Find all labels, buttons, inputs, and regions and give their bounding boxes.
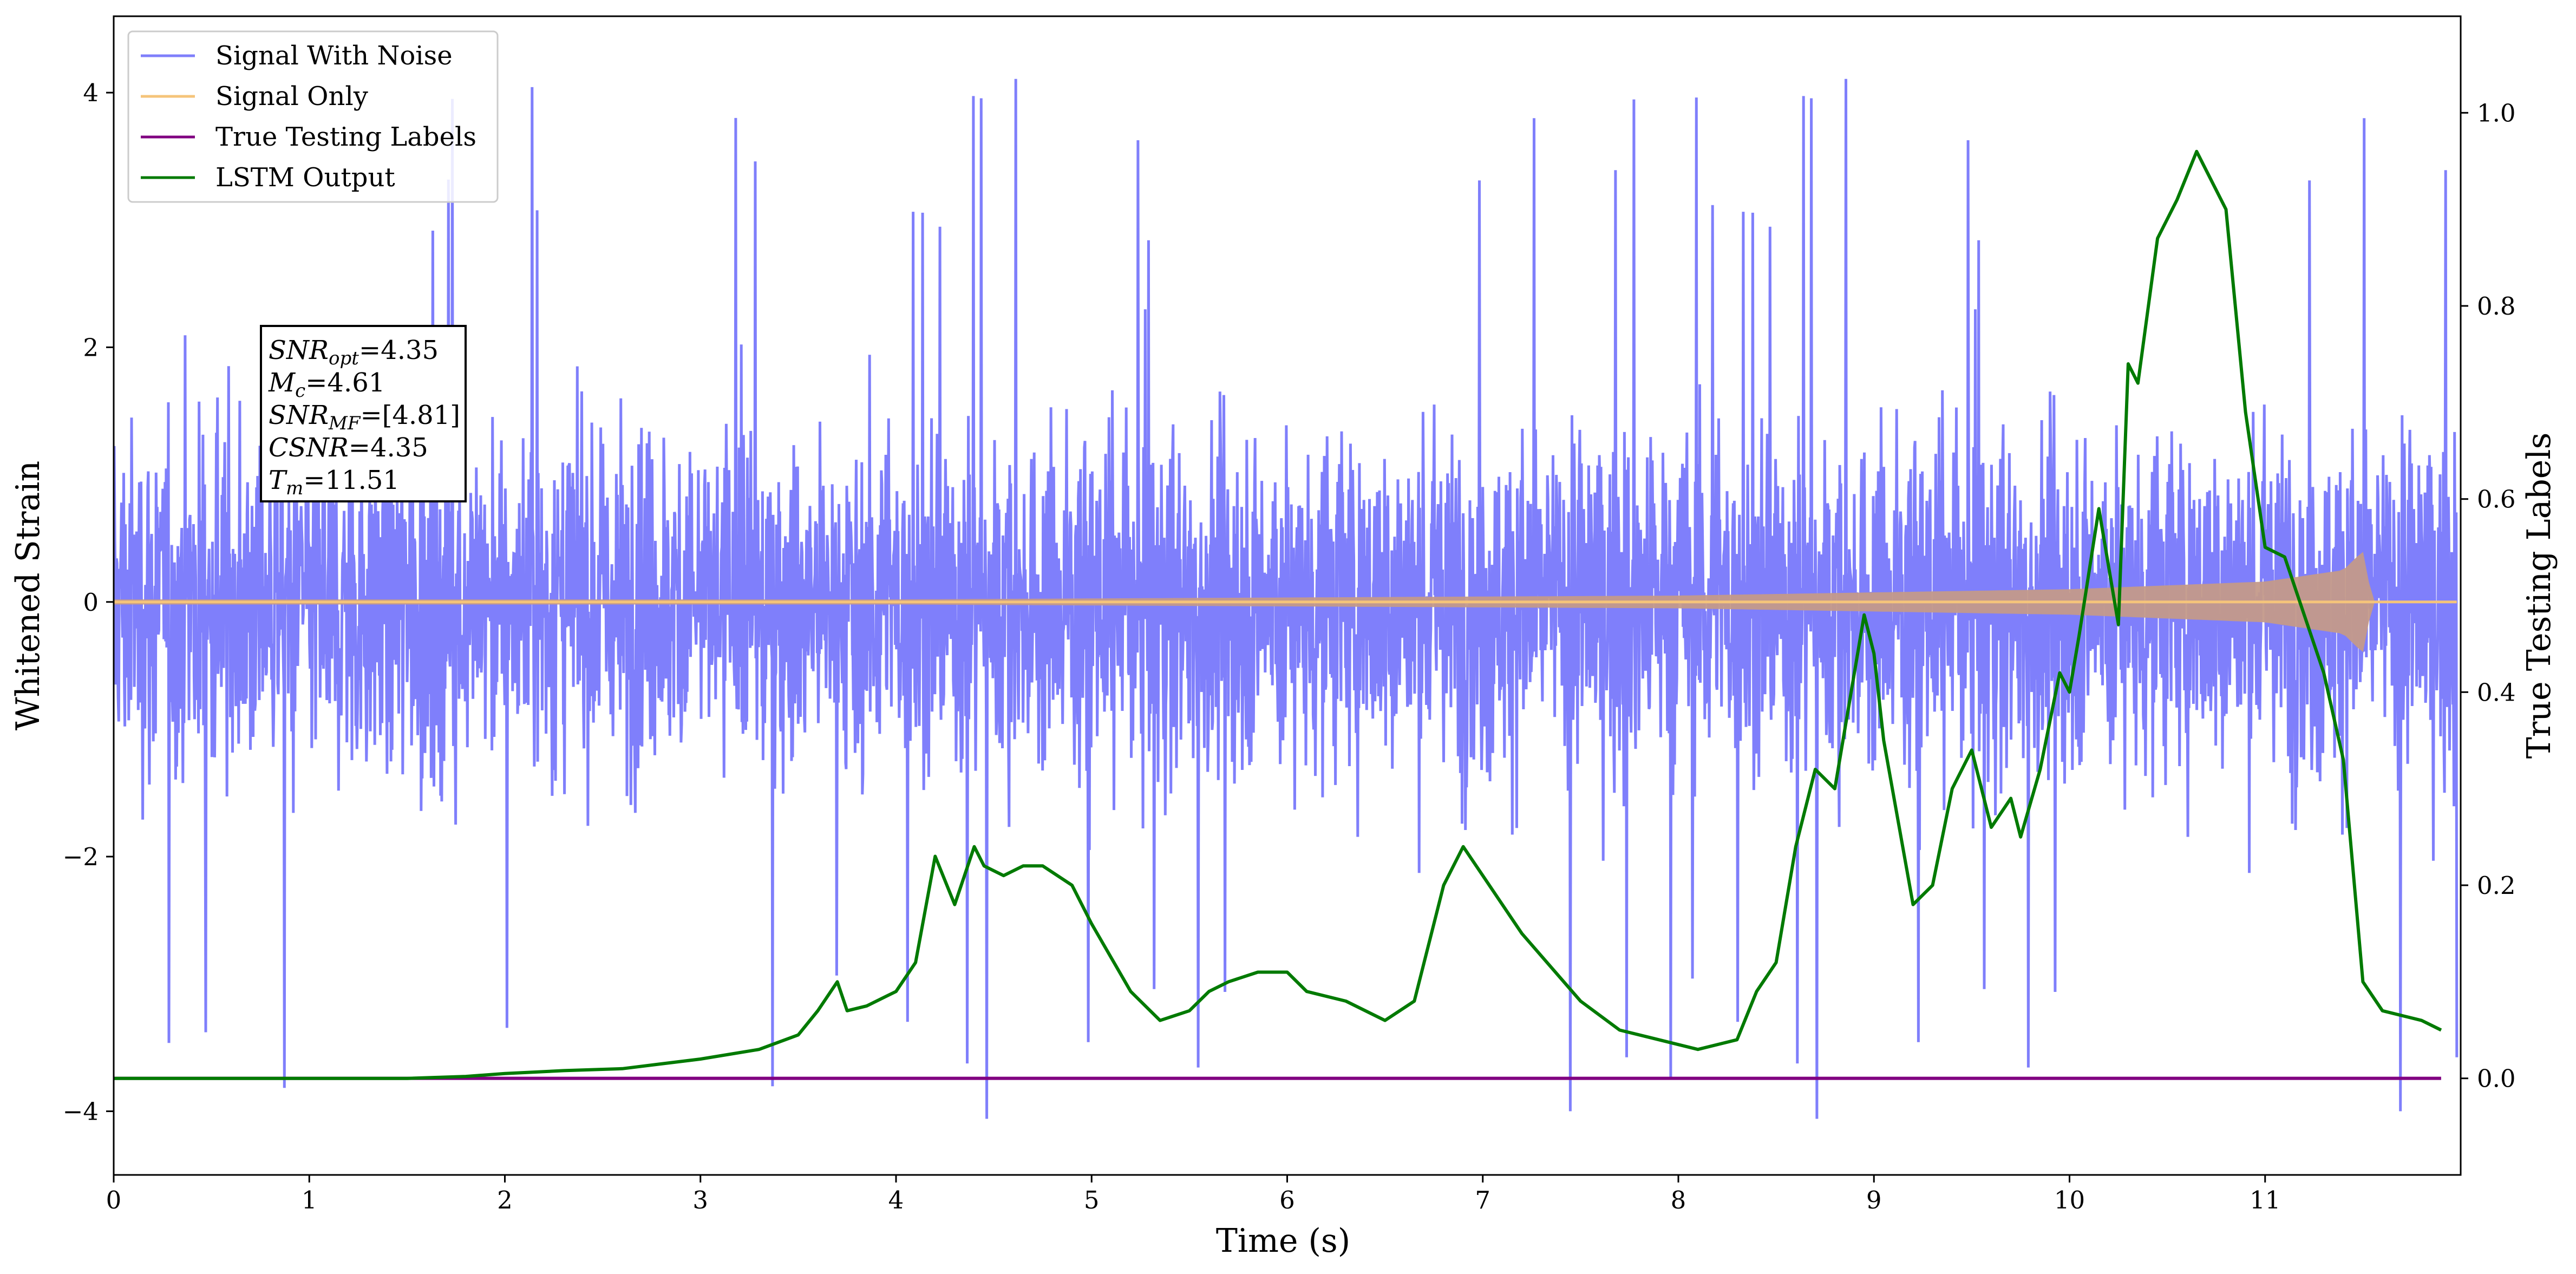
- y-left-tick-label: 0: [83, 588, 99, 617]
- x-axis: 0 1 2 3 4 5 6 7 8 9 10 11: [106, 1175, 2280, 1214]
- y-axis-right: 0.0 0.2 0.4 0.6 0.8 1.0: [2461, 99, 2516, 1093]
- y-axis-left: 4 2 0 −2 −4: [63, 79, 114, 1126]
- y-axis-left-title: Whitened Strain: [9, 461, 47, 730]
- param-csnr: CSNR=4.35: [269, 433, 428, 463]
- legend-frame: [127, 30, 499, 203]
- y-right-tick-label: 0.8: [2477, 292, 2516, 321]
- x-tick-label: 3: [692, 1186, 708, 1214]
- legend-label-true-testing-labels: True Testing Labels: [215, 122, 476, 152]
- legend-label-signal-only: Signal Only: [215, 81, 368, 112]
- param-snr-opt: SNRopt=4.35: [269, 335, 439, 369]
- x-tick-label: 2: [497, 1186, 513, 1214]
- legend-label-lstm-output: LSTM Output: [215, 162, 395, 193]
- x-tick-label: 1: [302, 1186, 317, 1214]
- y-right-tick-label: 0.2: [2477, 871, 2516, 900]
- y-axis-right-title: True Testing Labels: [2520, 433, 2558, 759]
- x-tick-label: 7: [1475, 1186, 1490, 1214]
- param-merger-time: Tm=11.51: [269, 465, 400, 499]
- x-tick-label: 9: [1866, 1186, 1882, 1214]
- x-axis-title: Time (s): [1216, 1222, 1350, 1260]
- parameter-box: SNRopt=4.35 Mc=4.61 SNRMF=[4.81] CSNR=4.…: [260, 325, 467, 502]
- y-left-tick-label: 2: [83, 333, 99, 362]
- y-left-tick-label: 4: [83, 79, 99, 107]
- series-lstm-output: [114, 149, 2442, 1080]
- x-tick-label: 6: [1279, 1186, 1295, 1214]
- series-signal-with-noise: [114, 79, 2459, 1119]
- legend-label-signal-with-noise: Signal With Noise: [215, 41, 453, 71]
- y-left-tick-label: −2: [63, 842, 99, 871]
- param-chirp-mass: Mc=4.61: [268, 368, 385, 402]
- x-tick-label: 11: [2250, 1186, 2280, 1214]
- y-right-tick-label: 0.0: [2477, 1064, 2516, 1093]
- y-left-tick-label: −4: [63, 1097, 99, 1126]
- x-tick-label: 10: [2054, 1186, 2085, 1214]
- plot-area: [114, 79, 2459, 1119]
- x-tick-label: 5: [1084, 1186, 1100, 1214]
- parameter-box-frame: [260, 325, 467, 502]
- x-tick-label: 0: [106, 1186, 122, 1214]
- x-tick-label: 8: [1671, 1186, 1686, 1214]
- param-snr-mf: SNRMF=[4.81]: [269, 400, 460, 434]
- y-right-tick-label: 1.0: [2477, 99, 2516, 127]
- x-tick-label: 4: [888, 1186, 904, 1214]
- y-right-tick-label: 0.6: [2477, 485, 2516, 514]
- y-right-tick-label: 0.4: [2477, 678, 2516, 707]
- legend: Signal With Noise Signal Only True Testi…: [127, 30, 499, 203]
